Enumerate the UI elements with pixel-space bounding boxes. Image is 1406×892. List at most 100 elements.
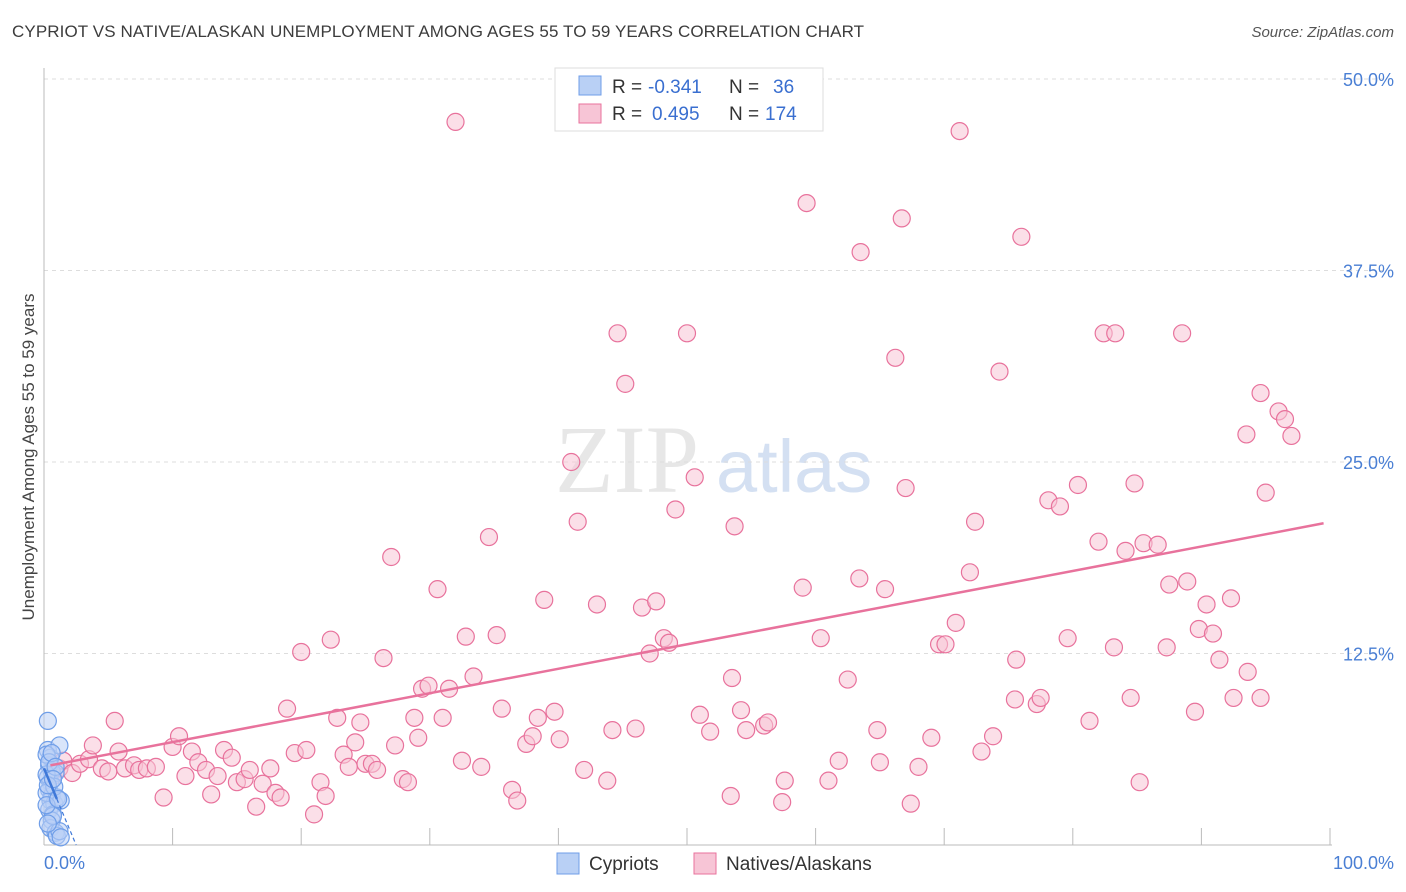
data-point bbox=[870, 753, 890, 772]
data-point bbox=[1185, 702, 1205, 721]
data-point bbox=[292, 642, 311, 662]
data-point bbox=[690, 705, 709, 724]
data-point bbox=[1197, 595, 1216, 614]
data-point bbox=[1125, 474, 1144, 493]
data-point bbox=[960, 563, 980, 582]
trend-line-cypriots bbox=[42, 767, 59, 800]
trend-line-cypriots-extension bbox=[56, 798, 77, 846]
y-axis-label: Unemployment Among Ages 55 to 59 years bbox=[19, 294, 38, 621]
data-point bbox=[983, 727, 1003, 746]
data-point bbox=[851, 243, 870, 262]
data-point bbox=[685, 468, 704, 487]
data-point bbox=[616, 374, 635, 393]
data-point bbox=[1178, 572, 1197, 591]
data-point bbox=[446, 112, 465, 131]
data-point bbox=[1068, 475, 1088, 495]
data-point bbox=[737, 720, 756, 740]
data-point bbox=[1080, 711, 1099, 731]
trend-lines bbox=[42, 522, 1324, 846]
data-point bbox=[819, 771, 838, 790]
data-point bbox=[1050, 497, 1070, 516]
data-point bbox=[829, 751, 848, 770]
watermark: ZIP atlas bbox=[555, 406, 872, 513]
data-point bbox=[492, 699, 511, 718]
data-point bbox=[202, 785, 221, 804]
data-point bbox=[1116, 541, 1135, 560]
legend-swatch-natives bbox=[578, 103, 602, 124]
data-point bbox=[950, 121, 969, 141]
data-point bbox=[875, 580, 895, 599]
data-point bbox=[1160, 575, 1179, 594]
data-point bbox=[936, 635, 955, 654]
data-point bbox=[603, 720, 622, 740]
data-point bbox=[222, 748, 241, 767]
data-point bbox=[896, 478, 915, 498]
data-point bbox=[545, 702, 564, 721]
data-point bbox=[725, 517, 744, 536]
data-point bbox=[1104, 638, 1124, 657]
data-point bbox=[626, 719, 645, 738]
data-point bbox=[316, 786, 335, 806]
data-point bbox=[1221, 589, 1241, 608]
data-point bbox=[1157, 638, 1176, 657]
data-point bbox=[304, 805, 324, 824]
trend-line-natives bbox=[50, 522, 1324, 767]
data-point bbox=[508, 791, 527, 810]
data-point bbox=[1251, 688, 1270, 708]
data-point bbox=[1203, 624, 1223, 643]
data-point bbox=[247, 797, 266, 816]
data-point bbox=[886, 348, 905, 367]
chart-title: CYPRIOT VS NATIVE/ALASKAN UNEMPLOYMENT A… bbox=[12, 22, 865, 41]
data-point bbox=[479, 527, 499, 547]
data-point bbox=[523, 727, 542, 746]
data-point bbox=[409, 728, 428, 747]
data-point bbox=[722, 668, 742, 688]
x-ticks bbox=[172, 828, 1331, 845]
watermark-atlas: atlas bbox=[716, 425, 872, 508]
data-point bbox=[346, 733, 365, 752]
data-point bbox=[946, 613, 965, 632]
y-tick-label: 50.0% bbox=[1343, 70, 1394, 90]
legend-r-value-natives: 0.495 bbox=[652, 104, 700, 125]
data-point bbox=[1148, 535, 1167, 554]
bottom-legend-natives: Natives/Alaskans bbox=[726, 854, 872, 875]
data-point bbox=[608, 324, 627, 343]
data-point bbox=[793, 578, 812, 597]
data-point bbox=[775, 771, 794, 790]
data-point bbox=[868, 720, 887, 740]
data-point bbox=[1130, 773, 1149, 792]
natives-points bbox=[43, 69, 1301, 824]
legend-n-value-natives: 174 bbox=[765, 104, 797, 125]
legend-r-label-natives: R = bbox=[612, 104, 642, 125]
data-point bbox=[701, 722, 720, 741]
data-point bbox=[1031, 688, 1050, 708]
data-point bbox=[598, 771, 617, 790]
data-point bbox=[568, 512, 587, 531]
data-point bbox=[208, 766, 227, 786]
data-point bbox=[367, 760, 387, 780]
data-point bbox=[240, 760, 259, 780]
data-point bbox=[901, 794, 920, 813]
data-point bbox=[1007, 650, 1026, 669]
data-point bbox=[339, 757, 358, 776]
data-point bbox=[528, 708, 547, 727]
data-point bbox=[398, 773, 418, 792]
x-tick-label-max: 100.0% bbox=[1333, 853, 1394, 873]
data-point bbox=[253, 774, 272, 793]
data-point bbox=[965, 512, 985, 531]
data-point bbox=[535, 590, 554, 609]
data-point bbox=[972, 742, 991, 761]
data-point bbox=[351, 713, 370, 732]
data-point bbox=[385, 736, 405, 755]
data-point bbox=[1173, 324, 1192, 343]
legend-n-label-cypriots: N = bbox=[729, 77, 759, 98]
data-point bbox=[797, 193, 816, 213]
data-point bbox=[456, 627, 475, 646]
data-point bbox=[1210, 650, 1229, 669]
data-point bbox=[146, 757, 165, 776]
data-point bbox=[154, 788, 173, 807]
data-point bbox=[1224, 688, 1243, 708]
y-tick-labels: 12.5% 25.0% 37.5% 50.0% bbox=[1343, 70, 1394, 665]
data-point bbox=[1005, 690, 1025, 709]
